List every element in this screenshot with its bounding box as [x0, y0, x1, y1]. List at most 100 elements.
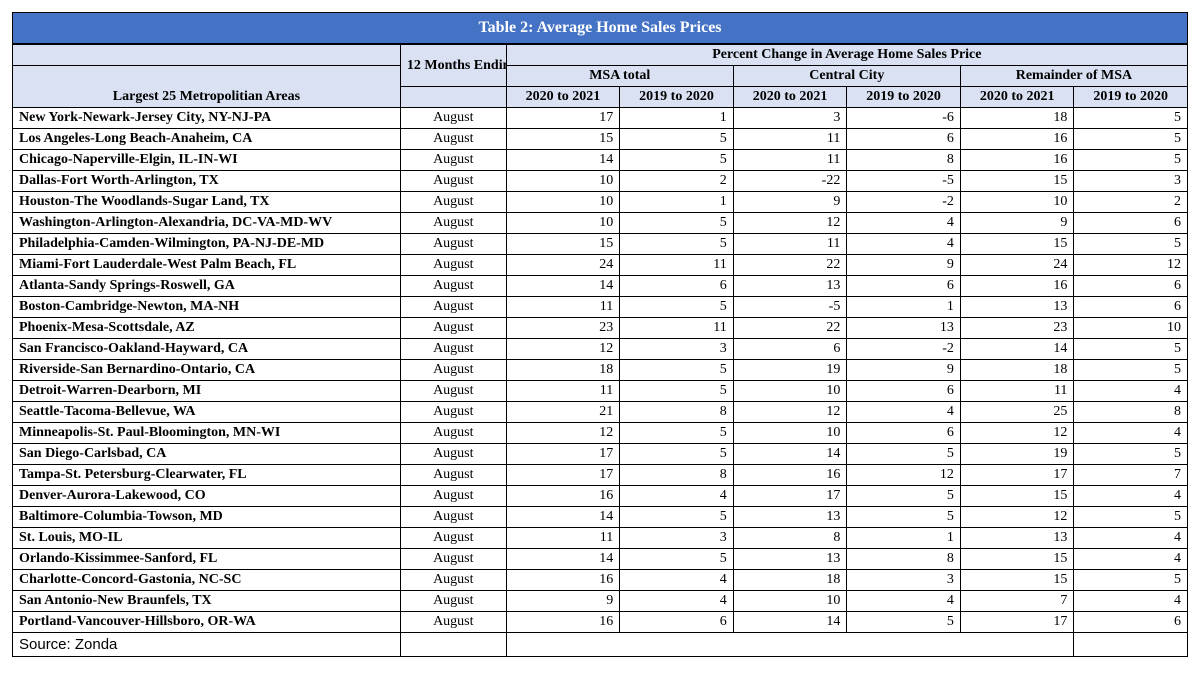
table-row: Charlotte-Concord-Gastonia, NC-SCAugust1… — [13, 570, 1188, 591]
header-month-sub — [400, 87, 506, 108]
value-cell: 11 — [733, 150, 847, 171]
metro-cell: Charlotte-Concord-Gastonia, NC-SC — [13, 570, 401, 591]
value-cell: -22 — [733, 171, 847, 192]
metro-cell: Tampa-St. Petersburg-Clearwater, FL — [13, 465, 401, 486]
value-cell: 14 — [506, 549, 620, 570]
value-cell: 4 — [847, 402, 961, 423]
metro-cell: Houston-The Woodlands-Sugar Land, TX — [13, 192, 401, 213]
value-cell: 5 — [1074, 570, 1188, 591]
table-row: Denver-Aurora-Lakewood, COAugust16417515… — [13, 486, 1188, 507]
metro-cell: Phoenix-Mesa-Scottsdale, AZ — [13, 318, 401, 339]
value-cell: 10 — [1074, 318, 1188, 339]
value-cell: 4 — [620, 570, 734, 591]
value-cell: 19 — [733, 360, 847, 381]
month-cell: August — [400, 255, 506, 276]
value-cell: 5 — [620, 150, 734, 171]
value-cell: -6 — [847, 108, 961, 129]
source-empty — [400, 633, 506, 657]
month-cell: August — [400, 549, 506, 570]
header-group-central: Central City — [733, 66, 960, 87]
metro-cell: San Diego-Carlsbad, CA — [13, 444, 401, 465]
value-cell: 2 — [1074, 192, 1188, 213]
metro-cell: Baltimore-Columbia-Towson, MD — [13, 507, 401, 528]
month-cell: August — [400, 150, 506, 171]
value-cell: 24 — [960, 255, 1074, 276]
month-cell: August — [400, 528, 506, 549]
value-cell: 4 — [847, 234, 961, 255]
value-cell: 15 — [960, 549, 1074, 570]
value-cell: 17 — [506, 444, 620, 465]
value-cell: 18 — [960, 360, 1074, 381]
month-cell: August — [400, 423, 506, 444]
value-cell: 15 — [506, 234, 620, 255]
metro-cell: San Francisco-Oakland-Hayward, CA — [13, 339, 401, 360]
value-cell: 9 — [847, 360, 961, 381]
metro-cell: Riverside-San Bernardino-Ontario, CA — [13, 360, 401, 381]
value-cell: 22 — [733, 255, 847, 276]
month-cell: August — [400, 234, 506, 255]
metro-cell: Boston-Cambridge-Newton, MA-NH — [13, 297, 401, 318]
table-row: Detroit-Warren-Dearborn, MIAugust1151061… — [13, 381, 1188, 402]
month-cell: August — [400, 318, 506, 339]
value-cell: -5 — [847, 171, 961, 192]
value-cell: 5 — [1074, 507, 1188, 528]
value-cell: 17 — [506, 108, 620, 129]
value-cell: 19 — [960, 444, 1074, 465]
header-msa-b: 2019 to 2020 — [620, 87, 734, 108]
value-cell: 5 — [620, 213, 734, 234]
table-row: Phoenix-Mesa-Scottsdale, AZAugust2311221… — [13, 318, 1188, 339]
value-cell: 16 — [506, 570, 620, 591]
value-cell: 6 — [1074, 276, 1188, 297]
value-cell: 21 — [506, 402, 620, 423]
value-cell: 5 — [1074, 444, 1188, 465]
value-cell: 1 — [847, 528, 961, 549]
table-row: Chicago-Naperville-Elgin, IL-IN-WIAugust… — [13, 150, 1188, 171]
value-cell: 14 — [733, 612, 847, 633]
metro-cell: Philadelphia-Camden-Wilmington, PA-NJ-DE… — [13, 234, 401, 255]
value-cell: 5 — [1074, 339, 1188, 360]
month-cell: August — [400, 339, 506, 360]
value-cell: 6 — [1074, 213, 1188, 234]
table-row: Miami-Fort Lauderdale-West Palm Beach, F… — [13, 255, 1188, 276]
month-cell: August — [400, 402, 506, 423]
value-cell: 13 — [960, 528, 1074, 549]
month-cell: August — [400, 108, 506, 129]
table-row: New York-Newark-Jersey City, NY-NJ-PAAug… — [13, 108, 1188, 129]
value-cell: 6 — [847, 423, 961, 444]
value-cell: 5 — [620, 444, 734, 465]
value-cell: 16 — [960, 150, 1074, 171]
value-cell: 8 — [620, 402, 734, 423]
value-cell: 4 — [1074, 486, 1188, 507]
value-cell: 5 — [1074, 150, 1188, 171]
table-row: Los Angeles-Long Beach-Anaheim, CAAugust… — [13, 129, 1188, 150]
table-row: Riverside-San Bernardino-Ontario, CAAugu… — [13, 360, 1188, 381]
value-cell: 9 — [960, 213, 1074, 234]
value-cell: 6 — [620, 276, 734, 297]
table-row: Washington-Arlington-Alexandria, DC-VA-M… — [13, 213, 1188, 234]
value-cell: 16 — [960, 276, 1074, 297]
metro-cell: Minneapolis-St. Paul-Bloomington, MN-WI — [13, 423, 401, 444]
metro-cell: Orlando-Kissimmee-Sanford, FL — [13, 549, 401, 570]
month-cell: August — [400, 486, 506, 507]
value-cell: 5 — [1074, 129, 1188, 150]
month-cell: August — [400, 570, 506, 591]
value-cell: 17 — [733, 486, 847, 507]
value-cell: 24 — [506, 255, 620, 276]
value-cell: 8 — [847, 150, 961, 171]
value-cell: 18 — [733, 570, 847, 591]
table-row: Atlanta-Sandy Springs-Roswell, GAAugust1… — [13, 276, 1188, 297]
value-cell: 5 — [620, 549, 734, 570]
source-empty — [506, 633, 1074, 657]
value-cell: 15 — [960, 234, 1074, 255]
value-cell: 14 — [506, 507, 620, 528]
header-cc-b: 2019 to 2020 — [847, 87, 961, 108]
value-cell: 14 — [960, 339, 1074, 360]
value-cell: 14 — [506, 150, 620, 171]
value-cell: -2 — [847, 339, 961, 360]
table-row: Orlando-Kissimmee-Sanford, FLAugust14513… — [13, 549, 1188, 570]
value-cell: 5 — [620, 423, 734, 444]
value-cell: 11 — [620, 255, 734, 276]
value-cell: 4 — [1074, 591, 1188, 612]
value-cell: 14 — [733, 444, 847, 465]
value-cell: 8 — [620, 465, 734, 486]
